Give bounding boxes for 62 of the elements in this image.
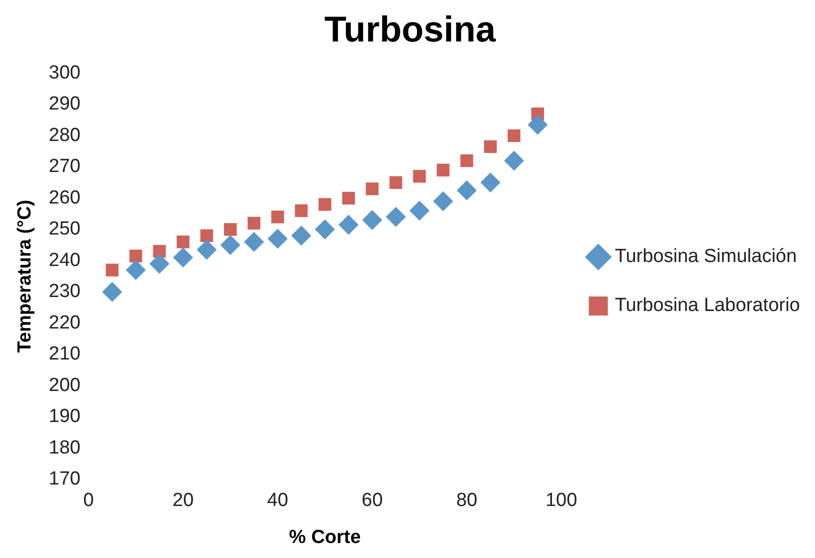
y-axis-title: Temperatura (°C): [14, 200, 36, 353]
y-tick-label: 200: [48, 374, 80, 396]
point: [102, 282, 122, 302]
y-tick-label: 210: [48, 344, 80, 365]
point: [433, 191, 454, 212]
point: [436, 164, 450, 176]
x-axis-title: % Corte: [289, 526, 361, 548]
y-tick-label: 230: [48, 281, 80, 302]
point: [291, 226, 312, 246]
point: [153, 244, 166, 258]
point: [389, 176, 402, 189]
point: [480, 172, 500, 193]
point: [271, 210, 284, 224]
y-tick-label: 240: [48, 250, 80, 271]
point: [342, 192, 355, 205]
point: [386, 206, 406, 227]
point: [409, 200, 430, 221]
point: [173, 248, 194, 268]
point: [362, 210, 382, 230]
x-tick-label: 60: [362, 490, 383, 512]
point: [224, 223, 237, 236]
point: [314, 219, 335, 240]
point: [413, 170, 426, 183]
point: [196, 240, 217, 260]
y-tick-label: 260: [48, 187, 80, 208]
y-tick-label: 270: [48, 156, 80, 178]
y-tick-label: 180: [48, 437, 80, 458]
y-tick-label: 300: [48, 62, 80, 84]
point: [294, 204, 308, 218]
x-tick-label: 20: [172, 490, 194, 512]
point: [268, 228, 288, 249]
y-tick-label: 290: [48, 94, 80, 115]
point: [484, 140, 497, 153]
y-tick-label: 170: [48, 468, 80, 490]
y-tick-label: 190: [48, 406, 80, 428]
point: [126, 260, 146, 280]
point: [460, 154, 474, 168]
x-tick-label: 80: [456, 490, 478, 512]
point: [504, 150, 524, 171]
point: [200, 229, 214, 242]
point: [338, 214, 359, 235]
x-tick-label: 40: [267, 490, 288, 512]
point: [248, 216, 260, 230]
point: [176, 236, 190, 248]
point: [129, 250, 142, 262]
y-tick-label: 220: [48, 312, 80, 334]
x-tick-label: 0: [83, 490, 94, 512]
point: [318, 198, 332, 211]
legend-label: Turbosina Simulación: [614, 246, 797, 268]
point: [528, 114, 548, 135]
point: [508, 129, 520, 142]
point: [149, 254, 170, 274]
point: [244, 232, 264, 252]
chart-title: Turbosina: [324, 8, 497, 50]
point: [366, 182, 379, 196]
point: [456, 180, 477, 200]
point: [220, 235, 240, 256]
point: [106, 264, 119, 276]
legend-label: Turbosina Laboratorio: [614, 295, 800, 316]
y-tick-label: 250: [48, 218, 80, 240]
y-tick-label: 280: [48, 124, 80, 146]
x-tick-label: 100: [545, 490, 578, 512]
